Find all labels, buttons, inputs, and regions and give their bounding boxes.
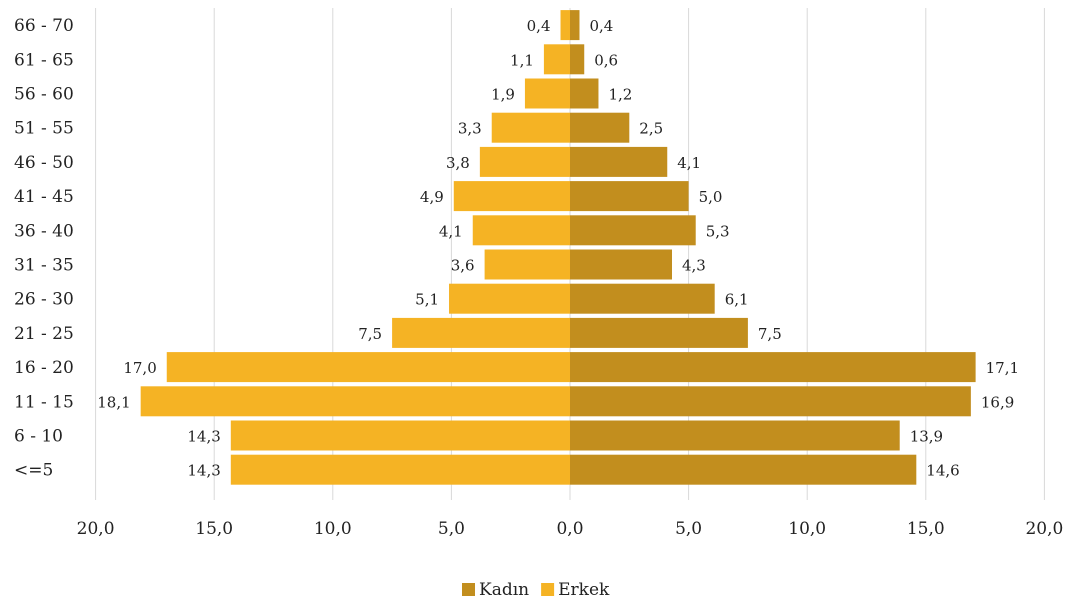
bar-erkek-41-45: [453, 181, 570, 212]
data-label-kadin-6-10: 13,9: [910, 428, 943, 446]
data-label-erkek-51-55: 3,3: [458, 120, 482, 138]
bar-erkek-11-15: [140, 386, 570, 417]
bar-erkek-66-70: [560, 10, 570, 41]
legend-label-kadin: Kadın: [479, 580, 529, 600]
bar-erkek-46-50: [479, 146, 570, 177]
bar-kadin-6-10: [570, 420, 900, 451]
bar-kadin-46-50: [570, 146, 668, 177]
bar-erkek-6-10: [230, 420, 570, 451]
data-label-erkek-36-40: 4,1: [439, 222, 463, 240]
x-tick-label: 10,0: [788, 519, 826, 539]
data-label-erkek-le5: 14,3: [187, 462, 220, 480]
legend: Kadın Erkek: [462, 580, 610, 600]
category-label-41-45: 41 - 45: [14, 187, 74, 207]
category-labels: 66 - 70 61 - 65 56 - 60 51 - 55 46 - 50 41 - …: [14, 16, 74, 481]
bar-erkek-26-30: [449, 283, 570, 314]
data-label-kadin-36-40: 5,3: [706, 222, 730, 240]
data-label-erkek-31-35: 3,6: [451, 257, 475, 275]
category-label-56-60: 56 - 60: [14, 85, 74, 105]
x-tick-label: 15,0: [195, 519, 233, 539]
category-label-51-55: 51 - 55: [14, 119, 74, 139]
data-label-kadin-66-70: 0,4: [589, 17, 613, 35]
bar-erkek-61-65: [543, 44, 570, 75]
data-label-kadin-26-30: 6,1: [725, 291, 749, 309]
data-label-erkek-21-25: 7,5: [358, 325, 382, 343]
category-label-21-25: 21 - 25: [14, 324, 74, 344]
bars: [140, 10, 976, 485]
data-label-kadin-31-35: 4,3: [682, 257, 706, 275]
data-labels: 0,40,40,61,11,21,92,53,34,13,85,04,95,34…: [97, 17, 1019, 480]
bar-kadin-31-35: [570, 249, 672, 280]
data-label-erkek-26-30: 5,1: [415, 291, 439, 309]
legend-swatch-erkek: [541, 583, 555, 596]
bar-kadin-66-70: [570, 10, 580, 41]
data-label-kadin-le5: 14,6: [926, 462, 959, 480]
data-label-kadin-46-50: 4,1: [677, 154, 701, 172]
x-tick-label: 15,0: [907, 519, 945, 539]
data-label-erkek-6-10: 14,3: [187, 428, 220, 446]
category-label-26-30: 26 - 30: [14, 290, 74, 310]
category-label-le5: <=5: [14, 461, 53, 481]
bar-erkek-56-60: [524, 78, 570, 109]
legend-label-erkek: Erkek: [558, 580, 610, 600]
data-label-kadin-61-65: 0,6: [594, 51, 618, 69]
bar-kadin-26-30: [570, 283, 715, 314]
data-label-kadin-51-55: 2,5: [639, 120, 663, 138]
bar-kadin-61-65: [570, 44, 585, 75]
data-label-erkek-66-70: 0,4: [527, 17, 551, 35]
category-label-46-50: 46 - 50: [14, 153, 74, 173]
x-tick-label: 5,0: [438, 519, 465, 539]
data-label-kadin-56-60: 1,2: [608, 86, 632, 104]
bar-erkek-21-25: [392, 317, 570, 348]
bar-erkek-31-35: [484, 249, 570, 280]
bar-kadin-le5: [570, 454, 917, 485]
data-label-erkek-41-45: 4,9: [420, 188, 444, 206]
data-label-erkek-11-15: 18,1: [97, 393, 130, 411]
data-label-erkek-56-60: 1,9: [491, 86, 515, 104]
bar-erkek-36-40: [472, 215, 570, 246]
category-label-66-70: 66 - 70: [14, 16, 74, 36]
x-tick-label: 5,0: [675, 519, 702, 539]
x-tick-label: 20,0: [1025, 519, 1063, 539]
data-label-erkek-46-50: 3,8: [446, 154, 470, 172]
category-label-6-10: 6 - 10: [14, 427, 63, 447]
bar-kadin-51-55: [570, 112, 630, 143]
category-label-61-65: 61 - 65: [14, 50, 74, 70]
bar-kadin-16-20: [570, 352, 976, 383]
category-label-11-15: 11 - 15: [14, 392, 74, 412]
x-axis-tick-labels: 20,0 15,0 10,0 5,0 0,0 5,0 10,0 15,0 20,0: [77, 519, 1064, 539]
bar-erkek-16-20: [166, 352, 570, 383]
category-label-31-35: 31 - 35: [14, 256, 74, 276]
x-tick-label: 10,0: [314, 519, 352, 539]
bar-erkek-le5: [230, 454, 570, 485]
data-label-erkek-16-20: 17,0: [123, 359, 156, 377]
category-label-16-20: 16 - 20: [14, 358, 74, 378]
x-tick-label: 0,0: [556, 519, 583, 539]
data-label-kadin-16-20: 17,1: [986, 359, 1019, 377]
data-label-erkek-61-65: 1,1: [510, 51, 534, 69]
bar-kadin-56-60: [570, 78, 599, 109]
x-tick-label: 20,0: [77, 519, 115, 539]
bar-kadin-11-15: [570, 386, 971, 417]
data-label-kadin-41-45: 5,0: [699, 188, 723, 206]
category-label-36-40: 36 - 40: [14, 221, 74, 241]
bar-kadin-41-45: [570, 181, 689, 212]
data-label-kadin-21-25: 7,5: [758, 325, 782, 343]
bar-kadin-21-25: [570, 317, 748, 348]
bar-kadin-36-40: [570, 215, 696, 246]
data-label-kadin-11-15: 16,9: [981, 393, 1014, 411]
legend-swatch-kadin: [462, 583, 475, 596]
bar-erkek-51-55: [491, 112, 570, 143]
